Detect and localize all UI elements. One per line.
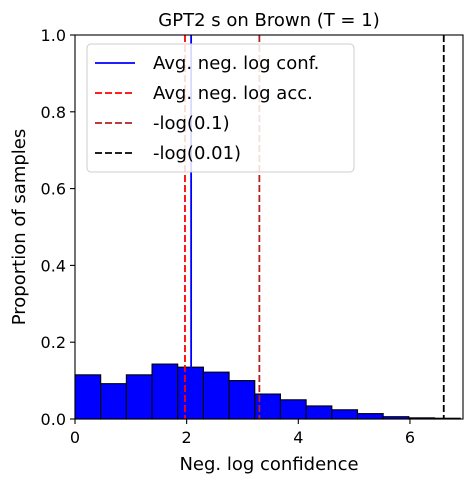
- x-axis-ticks: 0 2 4 6: [70, 419, 415, 447]
- x-tick-label: 2: [182, 428, 192, 447]
- histogram-bar: [74, 374, 102, 420]
- y-tick-label: 0.2: [41, 333, 66, 352]
- legend-label: -log(0.1): [153, 113, 230, 134]
- x-tick-label: 4: [293, 428, 303, 447]
- histogram-bar: [100, 383, 127, 420]
- histogram-bar: [279, 399, 307, 420]
- histogram-bar: [151, 363, 179, 420]
- y-axis-label: Proportion of samples: [9, 129, 30, 326]
- histogram-bar: [331, 409, 359, 420]
- histogram-bar: [228, 380, 256, 420]
- x-tick-label: 6: [405, 428, 415, 447]
- y-axis-ticks: 0.0 0.2 0.4 0.6 0.8 1.0: [41, 26, 75, 429]
- y-tick-label: 0.8: [41, 103, 66, 122]
- legend-label: -log(0.01): [153, 143, 241, 164]
- histogram-bar: [202, 371, 230, 420]
- plot-frame: [74, 34, 464, 420]
- x-axis-label: Neg. log confidence: [179, 454, 358, 475]
- chart-title: GPT2 s on Brown (T = 1): [158, 10, 379, 31]
- histogram-bar: [356, 413, 384, 420]
- y-tick-label: 0.0: [41, 410, 66, 429]
- legend: Avg. neg. log conf. Avg. neg. log acc. -lo…: [86, 43, 355, 173]
- legend-label: Avg. neg. log acc.: [153, 83, 313, 104]
- y-tick-label: 0.4: [41, 256, 66, 275]
- y-tick-label: 1.0: [41, 26, 66, 45]
- histogram-bar: [125, 374, 153, 420]
- histogram-bar: [305, 405, 333, 420]
- legend-label: Avg. neg. log conf.: [153, 53, 319, 74]
- x-tick-label: 0: [70, 428, 80, 447]
- legend-box: [86, 43, 355, 173]
- y-tick-label: 0.6: [41, 180, 66, 199]
